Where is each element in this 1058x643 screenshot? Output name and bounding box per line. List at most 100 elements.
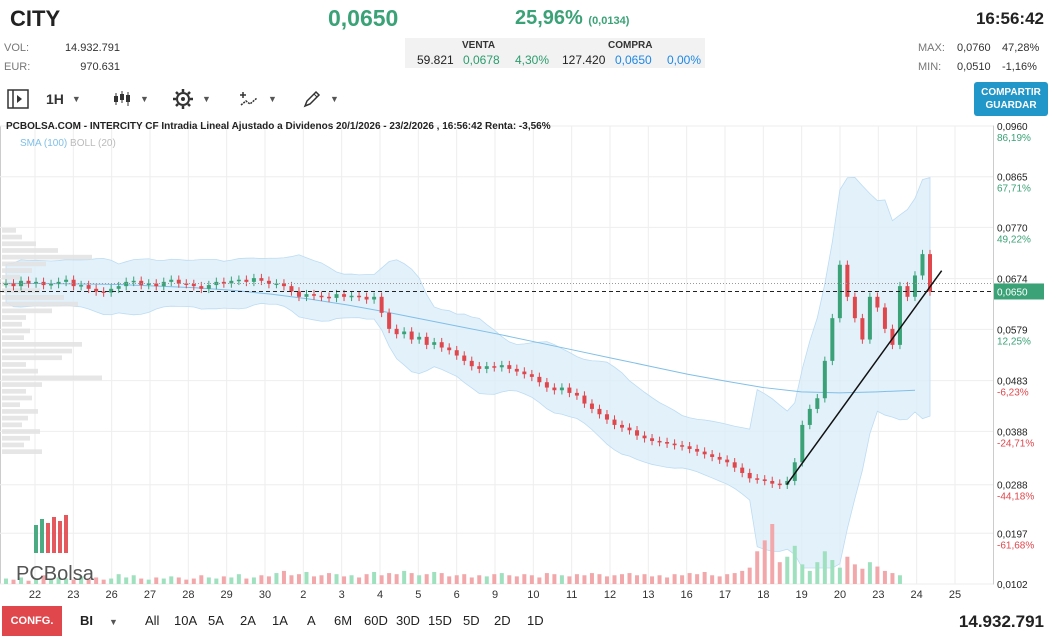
volume-bar <box>244 578 249 584</box>
candle-body <box>86 285 91 289</box>
candle-body <box>672 443 677 446</box>
volume-bar <box>11 579 16 584</box>
config-label: CONFG. <box>10 615 54 627</box>
volume-bar <box>807 570 812 584</box>
candle-body <box>882 307 887 329</box>
volume-bar <box>191 578 196 584</box>
x-tick-label: 19 <box>796 589 808 601</box>
candle-body <box>176 279 181 284</box>
volume-bar <box>860 568 865 584</box>
pencil-button[interactable]: ▼ <box>302 88 339 110</box>
volume-bar <box>86 578 91 584</box>
chevron-down-icon: ▼ <box>109 617 118 627</box>
volume-bar <box>882 570 887 584</box>
legend-sma[interactable]: SMA (100) <box>20 138 68 149</box>
period-2d[interactable]: 2D <box>494 613 511 628</box>
candle-body <box>109 288 114 293</box>
candle-body <box>522 371 527 375</box>
period-6m[interactable]: 6M <box>334 613 353 628</box>
settings-button[interactable]: ▼ <box>172 88 211 110</box>
legend-boll[interactable]: BOLL (20) <box>70 138 116 149</box>
volume-bar <box>867 562 872 584</box>
volume-bar <box>101 579 106 584</box>
period-all[interactable]: All <box>145 613 160 628</box>
candle-body <box>469 360 474 367</box>
volume-bar <box>124 577 129 584</box>
gear-icon <box>173 89 193 109</box>
volume-bar <box>845 556 850 584</box>
chart-type-select[interactable]: BI ▼ <box>80 613 118 628</box>
period-5a[interactable]: 5A <box>208 613 224 628</box>
candle-body <box>462 355 467 361</box>
x-tick-label: 10 <box>527 589 539 601</box>
volume-bar <box>64 578 69 584</box>
eur-label: EUR: <box>4 61 31 73</box>
period-60d[interactable]: 60D <box>364 613 388 628</box>
period-10a[interactable]: 10A <box>174 613 198 628</box>
volume-bar <box>154 577 159 584</box>
candle-body <box>41 281 46 286</box>
period-1d[interactable]: 1D <box>527 613 544 628</box>
volume-bar <box>19 577 24 584</box>
candle-body <box>49 284 54 286</box>
period-2a[interactable]: 2A <box>240 613 256 628</box>
candle-body <box>860 318 865 340</box>
volume-bar <box>349 575 354 584</box>
volume-profile-bar <box>2 435 30 441</box>
trend-line[interactable] <box>786 270 943 486</box>
volume-bar <box>304 572 309 584</box>
volume-bar <box>79 576 84 584</box>
volume-bar <box>770 524 775 584</box>
candle-body <box>131 280 136 283</box>
logo-bar <box>34 525 38 553</box>
period-15d[interactable]: 15D <box>428 613 452 628</box>
x-tick-label: 5 <box>415 589 421 601</box>
candle-body <box>559 387 564 391</box>
chart-legend: SMA (100) BOLL (20) <box>20 138 116 149</box>
period-30d[interactable]: 30D <box>396 613 420 628</box>
volume-bar <box>229 577 234 584</box>
share-save-button[interactable]: COMPARTIR GUARDAR <box>974 82 1048 116</box>
period-5d[interactable]: 5D <box>463 613 480 628</box>
chevron-down-icon: ▼ <box>330 94 339 104</box>
candle-body <box>357 295 362 298</box>
chevron-down-icon: ▼ <box>140 94 149 104</box>
volume-bar <box>402 570 407 584</box>
chart-type-button[interactable]: ▼ <box>112 88 149 110</box>
candle-body <box>304 294 309 297</box>
candle-body <box>447 347 452 351</box>
period-1a[interactable]: 1A <box>272 613 288 628</box>
logo-bar <box>46 523 50 553</box>
candle-body <box>537 376 542 383</box>
candle-body <box>454 350 459 356</box>
candle-body <box>26 280 31 284</box>
volume-bar <box>477 575 482 584</box>
candle-body <box>875 296 880 308</box>
volume-bar <box>289 575 294 584</box>
y-tick-percent: 12,25% <box>997 336 1031 347</box>
volume-bar <box>447 576 452 584</box>
volume-bar <box>469 577 474 584</box>
volume-bar <box>650 576 655 584</box>
volume-bar <box>890 573 895 584</box>
volume-bar <box>319 575 324 584</box>
min-label: MIN: <box>918 61 942 73</box>
panel-toggle-button[interactable] <box>6 88 30 110</box>
y-tick-label: 0,0770 <box>997 223 1028 234</box>
volume-profile-bar <box>2 429 40 434</box>
volume-bar <box>777 562 782 584</box>
candle-body <box>296 291 301 297</box>
volume-bar <box>379 575 384 584</box>
config-button[interactable]: CONFG. <box>2 606 62 636</box>
candle-body <box>79 285 84 287</box>
candle-body <box>266 280 271 285</box>
y-tick-label: 0,0197 <box>997 529 1028 540</box>
interval-select[interactable]: 1H ▼ <box>46 88 81 110</box>
candle-body <box>184 283 189 285</box>
period-a[interactable]: A <box>307 613 316 628</box>
price-chart[interactable]: 22 23 26 27 28 29 30 2 3 4 5 6 9 10 11 12 13 16 17 18 19 20 23… <box>0 118 1058 606</box>
volume-profile-bar <box>2 315 26 320</box>
volume-bar <box>582 575 587 584</box>
drawing-tools-button[interactable]: ▼ <box>238 88 277 110</box>
x-tick-label: 4 <box>377 589 383 601</box>
